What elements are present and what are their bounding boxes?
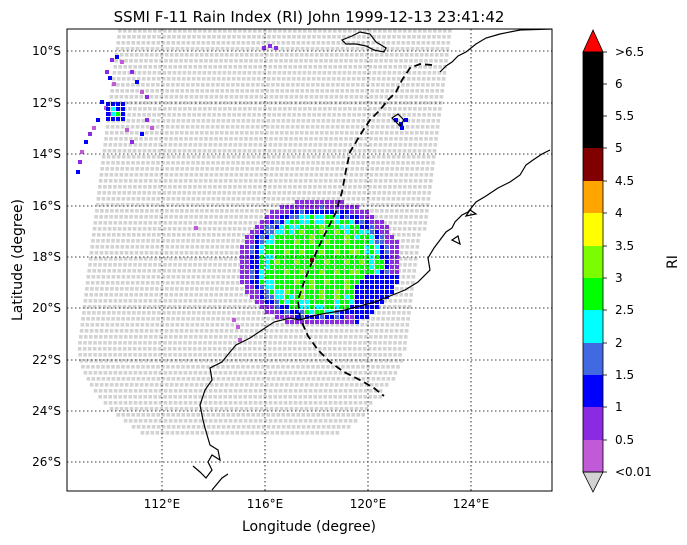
colorbar-band — [583, 375, 603, 407]
storm-track — [297, 63, 433, 397]
lat-tick-labels: 10°S 12°S 14°S 16°S 18°S 20°S 22°S 24°S … — [32, 44, 61, 469]
colorbar-tick-label: 1 — [615, 400, 623, 414]
coastline — [192, 29, 552, 491]
colorbar-tick-label: 4 — [615, 206, 623, 220]
rain-pixels — [76, 44, 408, 342]
colorbar-tick-label: 2 — [615, 336, 623, 350]
colorbar-tick-label: 2.5 — [615, 303, 634, 317]
colorbar-tick-label: 0.5 — [615, 433, 634, 447]
colorbar-tick-label: 3 — [615, 271, 623, 285]
lon-tick: 112°E — [144, 497, 181, 511]
colorbar-frame — [582, 51, 604, 473]
colorbar: >6.5 6 5.5 5 4.5 4 3.5 3 2.5 2 1.5 1 0.5 <0.01 RI — [582, 29, 681, 493]
colorbar-tick-label: <0.01 — [615, 465, 652, 479]
colorbar-tick-label: >6.5 — [615, 45, 644, 59]
colorbar-band — [583, 343, 603, 375]
colorbar-band — [583, 246, 603, 278]
y-axis-label: Latitude (degree) — [10, 199, 26, 321]
colorbar-tick-label: 6 — [615, 77, 623, 91]
colorbar-ticks: >6.5 6 5.5 5 4.5 4 3.5 3 2.5 2 1.5 1 0.5 <0.01 — [603, 45, 652, 479]
map-frame — [66, 28, 553, 492]
lat-tick: 18°S — [32, 250, 61, 264]
colorbar-tick-label: 3.5 — [615, 239, 634, 253]
colorbar-bands — [583, 52, 603, 472]
lon-tick: 124°E — [453, 497, 490, 511]
colorbar-band — [583, 278, 603, 310]
lat-tick: 16°S — [32, 199, 61, 213]
colorbar-under-arrow — [582, 471, 604, 493]
lat-tick: 20°S — [32, 301, 61, 315]
colorbar-band — [583, 213, 603, 246]
colorbar-tick-label: 5.5 — [615, 109, 634, 123]
colorbar-over-arrow — [582, 29, 604, 53]
ssmi-swath — [77, 29, 452, 435]
lon-tick: 116°E — [247, 497, 284, 511]
colorbar-band — [583, 148, 603, 181]
colorbar-tick-label: 4.5 — [615, 174, 634, 188]
colorbar-tick-label: 5 — [615, 141, 623, 155]
colorbar-band — [583, 440, 603, 472]
colorbar-band — [583, 52, 603, 148]
colorbar-label: RI — [665, 255, 681, 269]
map-title: SSMI F-11 Rain Index (RI) John 1999-12-1… — [114, 8, 505, 26]
colorbar-tick-label: 1.5 — [615, 368, 634, 382]
x-axis-label: Longitude (degree) — [242, 519, 376, 535]
lat-tick: 26°S — [32, 455, 61, 469]
lon-tick: 120°E — [350, 497, 387, 511]
lat-tick: 10°S — [32, 44, 61, 58]
map-area — [67, 29, 552, 491]
colorbar-band — [583, 407, 603, 440]
colorbar-band — [583, 181, 603, 213]
lat-tick: 22°S — [32, 353, 61, 367]
colorbar-band — [583, 310, 603, 343]
lat-tick: 14°S — [32, 147, 61, 161]
lat-tick: 12°S — [32, 96, 61, 110]
graticule — [67, 29, 552, 491]
lat-tick: 24°S — [32, 404, 61, 418]
lon-tick-labels: 112°E 116°E 120°E 124°E — [144, 497, 490, 511]
